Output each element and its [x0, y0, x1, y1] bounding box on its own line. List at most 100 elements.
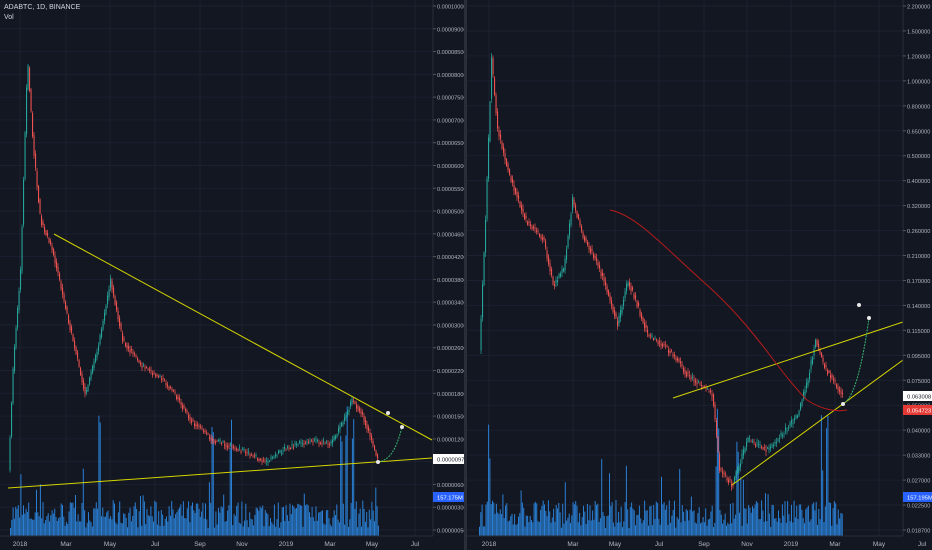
- volume-bar: [653, 504, 655, 536]
- time-axis[interactable]: [467, 536, 903, 550]
- trendline[interactable]: [731, 359, 904, 486]
- volume-bar: [121, 523, 123, 536]
- trendline[interactable]: [53, 233, 433, 441]
- volume-bar: [606, 516, 608, 536]
- left-chart-pane[interactable]: 0.00010000 0.00009000 0.00008500 0.00008000…: [0, 0, 464, 550]
- volume-bar: [272, 524, 274, 536]
- target-marker[interactable]: [841, 402, 845, 406]
- candle-body: [554, 284, 556, 287]
- candle-body: [666, 345, 668, 347]
- volume-bar: [173, 518, 175, 536]
- volume-bar: [811, 504, 813, 536]
- volume-bar: [676, 517, 678, 536]
- volume-bar: [172, 509, 174, 536]
- projection-curve[interactable]: [842, 317, 870, 405]
- volume-bar: [368, 509, 370, 536]
- volume-bar: [375, 487, 377, 536]
- volume-bar: [43, 523, 45, 536]
- candle-body: [312, 441, 314, 443]
- volume-bar: [590, 520, 592, 536]
- volume-bar: [158, 511, 160, 536]
- volume-bar: [693, 510, 695, 536]
- volume-bar: [754, 504, 756, 536]
- price-axis[interactable]: [903, 0, 932, 550]
- price-axis[interactable]: [433, 0, 464, 550]
- time-axis[interactable]: [0, 536, 433, 550]
- candle-body: [323, 440, 325, 442]
- volume-bar: [333, 510, 335, 536]
- candle-body: [279, 450, 281, 453]
- candle-body: [236, 448, 238, 450]
- projection-curve[interactable]: [377, 426, 403, 463]
- volume-bar: [194, 512, 196, 536]
- volume-bar: [207, 527, 209, 536]
- price-tick-label: 0.00007500: [437, 96, 464, 102]
- volume-bar: [370, 519, 372, 536]
- candle-body: [110, 278, 112, 288]
- right-chart-pane[interactable]: 2.200000 1.500000 1.200000 1.000000 0.800000…: [467, 0, 932, 550]
- target-marker[interactable]: [376, 460, 380, 464]
- target-marker[interactable]: [386, 411, 390, 415]
- volume-bar: [703, 522, 705, 536]
- target-marker[interactable]: [867, 316, 871, 320]
- candle-body: [185, 409, 187, 412]
- candle-body: [18, 291, 20, 310]
- candle-body: [834, 380, 836, 383]
- candle-body: [501, 141, 503, 149]
- volume-bar: [240, 523, 242, 536]
- candle-body: [581, 226, 583, 232]
- candle-body: [822, 357, 824, 362]
- candle-body: [602, 273, 604, 277]
- volume-bar: [91, 526, 93, 536]
- volume-bar: [60, 503, 62, 536]
- volume-bar: [802, 518, 804, 536]
- volume-bar: [594, 501, 596, 536]
- volume-bar: [508, 520, 510, 536]
- volume-bar: [351, 438, 353, 536]
- volume-bar: [511, 513, 513, 536]
- volume-bar: [667, 524, 669, 536]
- target-marker[interactable]: [857, 303, 861, 307]
- volume-bar: [562, 503, 564, 536]
- volume-bar: [800, 504, 802, 536]
- candle-body: [828, 370, 830, 373]
- candle-body: [521, 205, 523, 211]
- left-chart-canvas[interactable]: 0.00010000 0.00009000 0.00008500 0.00008000…: [0, 0, 464, 550]
- candle-body: [570, 214, 572, 225]
- candle-body: [315, 439, 317, 441]
- volume-bar: [618, 511, 620, 536]
- right-chart-canvas[interactable]: 2.200000 1.500000 1.200000 1.000000 0.800000…: [467, 0, 932, 550]
- price-tick-label: 0.320000: [907, 204, 930, 210]
- trendline[interactable]: [672, 321, 904, 399]
- candle-body: [657, 341, 659, 344]
- volume-bar: [181, 515, 183, 536]
- volume-bar: [549, 511, 551, 536]
- candle-body: [113, 287, 115, 296]
- candle-body: [296, 444, 298, 446]
- volume-bar: [586, 503, 588, 536]
- volume-bar: [727, 522, 729, 536]
- candle-body: [212, 439, 214, 441]
- candle-body: [485, 219, 487, 253]
- candle-body: [269, 461, 271, 462]
- volume-bar: [331, 526, 333, 536]
- volume-bar: [688, 520, 690, 536]
- candle-body: [12, 368, 14, 403]
- volume-bar: [224, 521, 226, 536]
- volume-bar: [323, 523, 325, 536]
- volume-bar: [609, 473, 610, 536]
- candle-body: [294, 443, 296, 445]
- volume-bar: [46, 516, 48, 536]
- candle-body: [615, 313, 617, 318]
- volume-bar: [353, 419, 355, 536]
- target-marker[interactable]: [400, 425, 404, 429]
- candle-body: [300, 442, 302, 444]
- volume-bar: [567, 517, 569, 536]
- volume-bar: [489, 458, 491, 536]
- candle-body: [357, 406, 359, 410]
- volume-bar: [485, 504, 487, 536]
- volume-bar: [182, 501, 184, 536]
- volume-bar: [193, 510, 195, 536]
- pane-divider[interactable]: [464, 0, 467, 550]
- trendline[interactable]: [7, 457, 433, 489]
